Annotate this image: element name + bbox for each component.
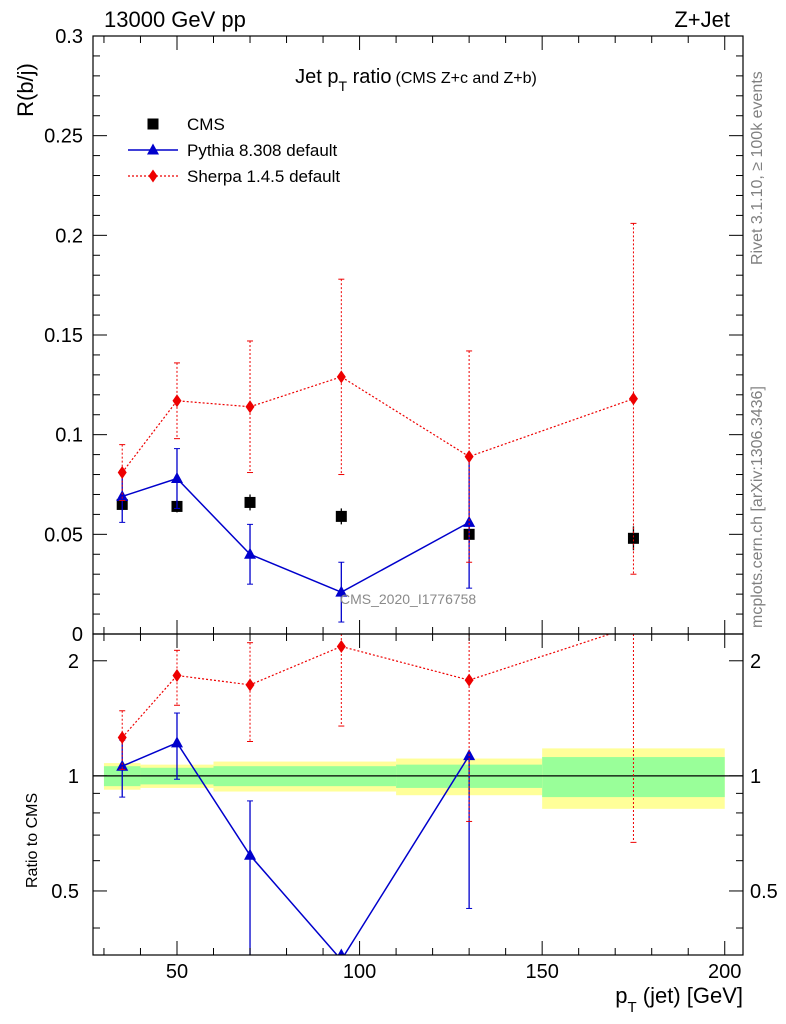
legend-label-0: CMS <box>187 115 225 134</box>
legend-label-1: Pythia 8.308 default <box>187 141 338 160</box>
ratio-point-0-1 <box>170 736 183 748</box>
ratio-line-1 <box>121 634 613 738</box>
x-tick-label-0: 50 <box>166 961 188 983</box>
main-point-1-4 <box>463 515 476 527</box>
chart-title-small: (CMS Z+c and Z+b) <box>396 70 537 87</box>
main-y-tick-label-6: 0.3 <box>55 26 83 48</box>
main-y-axis-label: R(b/j) <box>13 63 38 117</box>
main-point-2-5 <box>628 392 638 406</box>
ratio-series-group <box>116 634 637 955</box>
ratio-point-0-0 <box>116 759 129 771</box>
main-point-0-5 <box>627 532 639 544</box>
ratio-point-0-2 <box>244 848 257 860</box>
main-point-1-2 <box>244 547 257 559</box>
ratio-panel-frame <box>92 633 744 956</box>
legend: CMS Pythia 8.308 default Sherpa 1.4.5 defa… <box>128 115 340 186</box>
mcplots-label: mcplots.cern.ch [arXiv:1306.3436] <box>749 386 766 628</box>
ratio-y-axis-label: Ratio to CMS <box>24 793 41 888</box>
ratio-point-1-1 <box>172 669 182 683</box>
ratio-y-tick-label-right-0: 0.5 <box>750 881 778 903</box>
main-line-2 <box>121 376 634 473</box>
ratio-point-1-2 <box>245 678 255 692</box>
main-point-2-0 <box>117 466 127 480</box>
main-point-0-3 <box>335 510 347 522</box>
x-axis-label-sub: T <box>627 999 636 1016</box>
legend-marker-0 <box>147 118 159 130</box>
chart-title-rest: ratio <box>347 66 391 88</box>
x-tick-label-3: 200 <box>708 961 741 983</box>
header-right: Z+Jet <box>674 7 730 32</box>
main-point-1-0 <box>116 489 129 501</box>
main-y-tick-label-0: 0 <box>72 624 83 646</box>
legend-marker-1 <box>147 143 159 155</box>
main-y-tick-labels: 0 0.05 0.1 0.15 0.2 0.25 0.3 <box>44 26 83 646</box>
axis-ticks <box>93 35 743 955</box>
analysis-watermark: CMS_2020_I1776758 <box>340 591 476 607</box>
x-tick-label-2: 150 <box>525 961 558 983</box>
legend-marker-2 <box>148 169 158 183</box>
main-point-2-4 <box>464 450 474 464</box>
x-axis-label: pT (jet) [GeV] <box>615 983 743 1016</box>
main-point-2-3 <box>336 370 346 384</box>
x-tick-labels: 50 100 150 200 <box>166 961 742 983</box>
main-y-tick-label-4: 0.2 <box>55 225 83 247</box>
x-axis-label-rest: (jet) [GeV] <box>637 983 743 1008</box>
main-y-tick-label-3: 0.15 <box>44 325 83 347</box>
x-axis-label-main: p <box>615 983 627 1008</box>
main-point-0-2 <box>244 496 256 508</box>
ratio-point-1-3 <box>336 639 346 653</box>
ratio-y-tick-labels: 0.5 0.5 1 1 2 2 <box>51 651 778 903</box>
legend-label-2: Sherpa 1.4.5 default <box>187 167 340 186</box>
ratio-point-1-0 <box>117 730 127 744</box>
ratio-point-1-4 <box>464 673 474 687</box>
header-left: 13000 GeV pp <box>104 7 246 32</box>
main-point-2-1 <box>172 394 182 408</box>
main-point-2-2 <box>245 400 255 414</box>
main-point-1-3 <box>335 585 348 597</box>
chart-title-sub: T <box>338 78 347 94</box>
main-line-1 <box>121 477 470 593</box>
main-y-tick-label-5: 0.25 <box>44 126 83 148</box>
chart-title: Jet pT ratio (CMS Z+c and Z+b) <box>295 66 537 94</box>
ratio-point-0-3 <box>337 948 345 955</box>
main-series-group <box>116 222 639 623</box>
main-point-1-1 <box>170 472 183 484</box>
x-tick-label-1: 100 <box>343 961 376 983</box>
ratio-y-tick-label-left-0: 0.5 <box>51 881 79 903</box>
main-y-tick-label-2: 0.1 <box>55 425 83 447</box>
main-y-tick-label-1: 0.05 <box>44 524 83 546</box>
ratio-y-tick-label-left-2: 2 <box>68 651 79 673</box>
rivet-label: Rivet 3.1.10, ≥ 100k events <box>749 71 766 265</box>
ratio-y-tick-label-right-2: 2 <box>750 651 761 673</box>
ratio-y-tick-label-left-1: 1 <box>68 766 79 788</box>
ratio-uncertainty-bands <box>93 748 743 809</box>
ratio-y-tick-label-right-1: 1 <box>750 766 761 788</box>
chart-title-main: Jet p <box>295 66 338 88</box>
